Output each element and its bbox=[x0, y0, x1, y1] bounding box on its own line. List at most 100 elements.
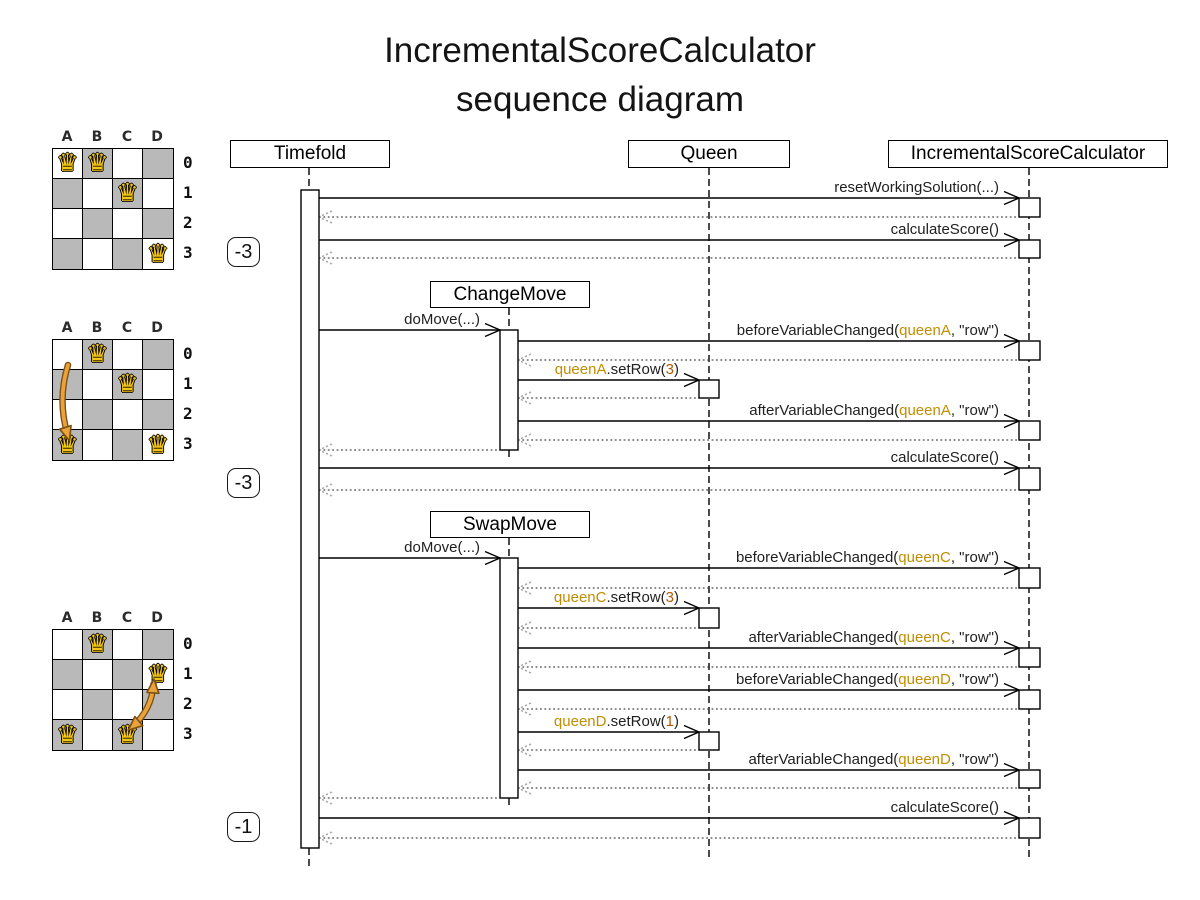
label-text-part: , "row") bbox=[950, 671, 999, 688]
call-arrowhead-icon bbox=[1003, 567, 1020, 576]
return-arrowhead-icon bbox=[517, 787, 532, 795]
row-label: 0 bbox=[183, 153, 193, 172]
board-cell bbox=[143, 720, 173, 750]
label-text-part: doMove(...) bbox=[404, 311, 480, 328]
message-label: queenD.setRow(1) bbox=[554, 713, 679, 730]
return-arrowhead-icon bbox=[517, 587, 532, 595]
board-column-headers: A B C D bbox=[52, 610, 252, 626]
message-label: calculateScore() bbox=[891, 221, 999, 238]
title-line-2: sequence diagram bbox=[456, 80, 744, 119]
column-label: D bbox=[151, 129, 163, 145]
label-text-part: , "row") bbox=[950, 751, 999, 768]
lifeline-head-calculator: IncrementalScoreCalculator bbox=[888, 140, 1168, 168]
label-text-part: calculateScore() bbox=[890, 221, 999, 238]
call-arrowhead-icon bbox=[1003, 560, 1020, 569]
column-label: C bbox=[121, 129, 133, 145]
label-text-part: beforeVariableChanged( bbox=[736, 322, 900, 339]
call-arrowhead-icon bbox=[683, 379, 700, 388]
chess-board-initial-solution: A B C D ♛ ♛ ♛ ♛ 0 1 2 3 bbox=[52, 129, 252, 270]
label-colored-part: 1 bbox=[665, 713, 674, 730]
board-cell bbox=[53, 209, 83, 239]
call-arrowhead-icon bbox=[683, 724, 700, 733]
message-label: beforeVariableChanged(queenC, "row") bbox=[736, 549, 999, 566]
label-colored-part: 3 bbox=[665, 361, 674, 378]
lifeline-head-swapmove: SwapMove bbox=[430, 511, 590, 538]
activation-bar-changemove bbox=[499, 329, 519, 451]
return-arrowhead-icon bbox=[318, 251, 333, 259]
message-label: afterVariableChanged(queenC, "row") bbox=[748, 629, 999, 646]
return-arrowhead-icon bbox=[517, 397, 532, 405]
chess-board-after-change-move: A B C D ♛ ♛ ♛ ♛ 0 1 2 3 bbox=[52, 320, 252, 461]
label-text-part: , "row") bbox=[950, 322, 999, 339]
call-arrowhead-icon bbox=[484, 322, 501, 331]
message-label: doMove(...) bbox=[404, 539, 480, 556]
label-text-part: beforeVariableChanged( bbox=[735, 549, 899, 566]
board-grid: ♛ ♛ ♛ ♛ bbox=[52, 339, 174, 461]
board-cell bbox=[53, 400, 83, 430]
call-arrowhead-icon bbox=[683, 731, 700, 740]
column-label: B bbox=[91, 129, 103, 145]
board-cell bbox=[83, 720, 113, 750]
call-arrowhead-icon bbox=[1003, 197, 1020, 206]
board-cell bbox=[143, 370, 173, 400]
row-label: 3 bbox=[183, 243, 193, 262]
call-arrowhead-icon bbox=[1003, 239, 1020, 248]
row-label: 0 bbox=[183, 344, 193, 363]
message-label: calculateScore() bbox=[891, 449, 999, 466]
queen-icon: ♛ bbox=[116, 179, 139, 207]
board-cell bbox=[83, 179, 113, 209]
call-arrowhead-icon bbox=[1003, 647, 1020, 656]
return-arrowhead-icon bbox=[318, 797, 333, 805]
call-arrowhead-icon bbox=[1003, 762, 1020, 771]
small-activation-box bbox=[1018, 197, 1041, 218]
board-cell: ♛ bbox=[143, 660, 173, 690]
column-label: C bbox=[121, 320, 133, 336]
message-label: afterVariableChanged(queenD, "row") bbox=[748, 751, 999, 768]
row-label: 2 bbox=[183, 404, 193, 423]
queen-icon: ♛ bbox=[146, 239, 170, 268]
queen-icon: ♛ bbox=[146, 660, 170, 688]
return-arrowhead-icon bbox=[517, 749, 532, 757]
return-arrowhead-icon bbox=[517, 621, 532, 629]
return-arrowhead-icon bbox=[318, 443, 333, 451]
board-cell bbox=[83, 370, 113, 400]
message-label: doMove(...) bbox=[404, 311, 480, 328]
label-text-part: beforeVariableChanged( bbox=[735, 671, 899, 688]
column-label: D bbox=[151, 320, 163, 336]
call-arrowhead-icon bbox=[1003, 817, 1020, 826]
score-badge: -3 bbox=[227, 237, 260, 267]
chess-board-after-swap-move: A B C D ♛ ♛ ♛ ♛ 0 1 2 3 bbox=[52, 610, 252, 751]
call-arrowhead-icon bbox=[1003, 190, 1020, 199]
board-cell: ♛ bbox=[53, 149, 83, 179]
call-arrowhead-icon bbox=[484, 329, 501, 338]
call-arrowhead-icon bbox=[1003, 467, 1020, 476]
board-cell bbox=[53, 179, 83, 209]
label-text-part: doMove(...) bbox=[404, 539, 480, 556]
column-label: B bbox=[91, 610, 103, 626]
score-badge: -3 bbox=[227, 468, 260, 498]
small-activation-box bbox=[1018, 689, 1041, 710]
column-label: C bbox=[121, 610, 133, 626]
return-arrowhead-icon bbox=[318, 257, 333, 265]
return-arrowhead-icon bbox=[517, 708, 532, 716]
call-arrowhead-icon bbox=[1003, 460, 1020, 469]
return-arrowhead-icon bbox=[517, 439, 532, 447]
board-cell bbox=[113, 400, 143, 430]
message-label: calculateScore() bbox=[891, 799, 999, 816]
board-cell bbox=[83, 660, 113, 690]
label-colored-part: queenA bbox=[554, 361, 607, 378]
board-cell: ♛ bbox=[143, 430, 173, 460]
small-activation-box bbox=[698, 731, 720, 751]
row-label: 2 bbox=[183, 694, 193, 713]
board-cell bbox=[143, 400, 173, 430]
small-activation-box bbox=[1018, 467, 1041, 491]
queen-icon: ♛ bbox=[56, 430, 79, 459]
board-cell: ♛ bbox=[113, 370, 143, 400]
return-arrowhead-icon bbox=[318, 831, 333, 839]
return-arrowhead-icon bbox=[517, 627, 532, 635]
call-arrowhead-icon bbox=[1003, 333, 1020, 342]
board-cell bbox=[113, 630, 143, 660]
board-cell bbox=[143, 149, 173, 179]
